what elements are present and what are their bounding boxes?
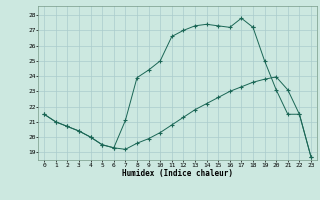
X-axis label: Humidex (Indice chaleur): Humidex (Indice chaleur) — [122, 169, 233, 178]
